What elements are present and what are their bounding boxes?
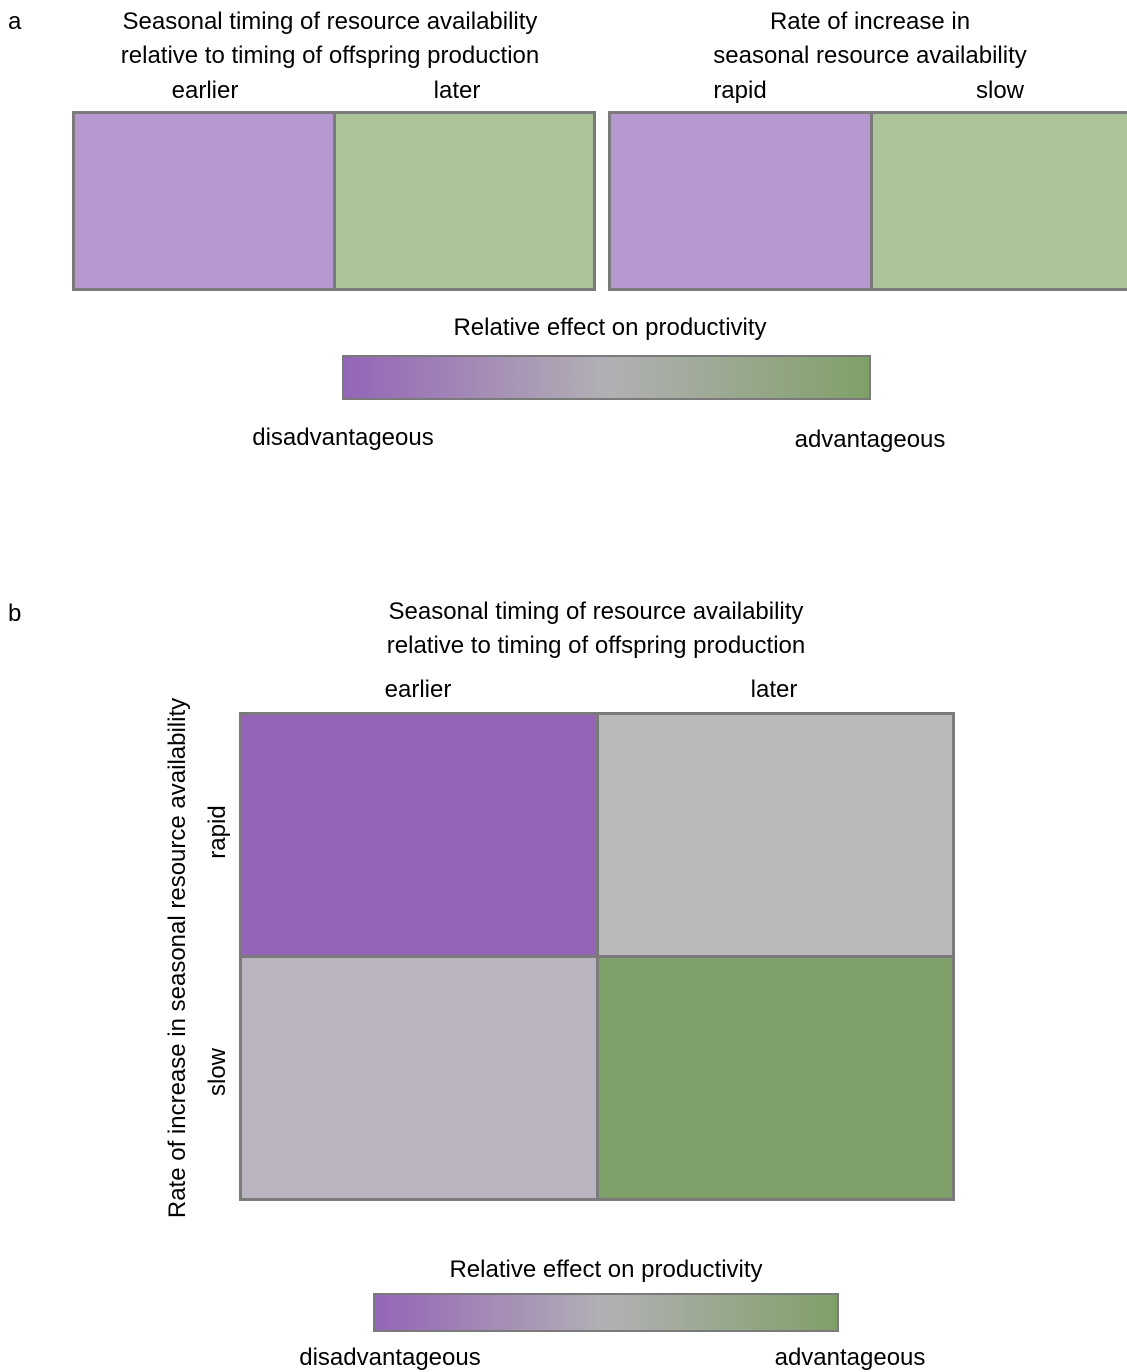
panel-a-left-title-line2: relative to timing of offspring producti… (120, 42, 540, 69)
panel-b-cell-slow-later (596, 955, 955, 1201)
panel-a-right-col-rapid: rapid (713, 77, 767, 104)
panel-b-legend-title: Relative effect on productivity (449, 1256, 763, 1283)
panel-b-legend-high: advantageous (774, 1344, 926, 1371)
panel-a-legend-low: disadvantageous (252, 424, 434, 451)
panel-b-label: b (8, 600, 22, 627)
panel-a-legend-high: advantageous (794, 426, 946, 453)
panel-a-right-cell-rapid (608, 111, 873, 291)
panel-b-y-title: Rate of increase in seasonal resource av… (164, 697, 191, 1219)
panel-a-left-title-line1: Seasonal timing of resource availability (122, 8, 538, 35)
panel-b-title-line1: Seasonal timing of resource availability (388, 598, 804, 625)
panel-a-colorbar (342, 355, 871, 400)
panel-a-right-col-slow: slow (975, 77, 1024, 104)
panel-b-col-later: later (750, 676, 798, 703)
panel-b-row-slow: slow (204, 1048, 231, 1097)
panel-a-right-title-line2: seasonal resource availability (713, 42, 1027, 69)
panel-a-left-cell-later (333, 111, 596, 291)
panel-a-legend-title: Relative effect on productivity (453, 314, 767, 341)
panel-a-right-cell-slow (870, 111, 1127, 291)
panel-a-right-title-line1: Rate of increase in (769, 8, 971, 35)
panel-b-cell-slow-earlier (239, 955, 599, 1201)
panel-b-legend-low: disadvantageous (299, 1344, 481, 1371)
panel-a-left-cell-earlier (72, 111, 336, 291)
panel-a-left-col-later: later (433, 77, 481, 104)
panel-a-left-col-earlier: earlier (171, 77, 239, 104)
panel-b-col-earlier: earlier (384, 676, 452, 703)
panel-a-label: a (8, 8, 22, 35)
panel-b-cell-rapid-earlier (239, 712, 599, 958)
panel-b-title-line2: relative to timing of offspring producti… (386, 632, 806, 659)
panel-b-row-rapid: rapid (204, 805, 231, 859)
panel-b-cell-rapid-later (596, 712, 955, 958)
panel-b-colorbar (373, 1293, 839, 1332)
